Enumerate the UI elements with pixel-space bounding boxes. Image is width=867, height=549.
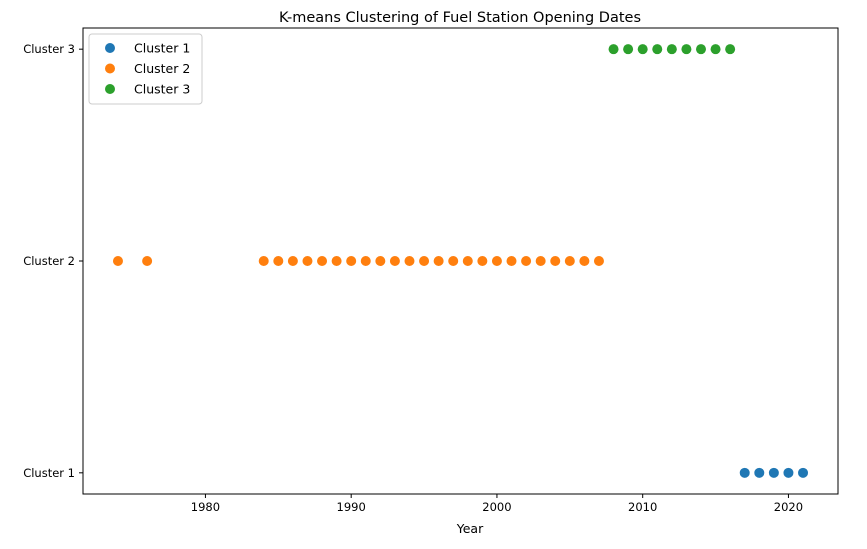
legend-marker — [105, 43, 115, 53]
x-axis-label: Year — [456, 521, 484, 536]
data-point — [564, 256, 575, 266]
data-point — [462, 256, 473, 266]
legend-marker — [105, 84, 115, 94]
data-point — [652, 44, 663, 55]
data-point — [608, 44, 619, 55]
data-point — [433, 256, 444, 266]
data-point — [375, 256, 386, 266]
data-point — [287, 256, 298, 266]
data-point — [506, 256, 517, 266]
x-tick-label: 2020 — [774, 500, 803, 514]
data-point — [142, 256, 153, 266]
x-tick-label: 1990 — [337, 500, 366, 514]
data-point — [112, 256, 123, 266]
y-tick-label: Cluster 3 — [23, 42, 75, 56]
data-point — [317, 256, 328, 266]
data-point — [593, 256, 604, 266]
data-point — [768, 467, 779, 478]
data-point — [783, 467, 794, 478]
data-point — [477, 256, 488, 266]
data-point — [710, 44, 721, 55]
y-tick-label: Cluster 1 — [23, 466, 75, 480]
data-point — [258, 256, 269, 266]
x-tick-label: 1980 — [191, 500, 220, 514]
data-point — [637, 44, 648, 55]
data-points — [112, 44, 809, 478]
data-point — [389, 256, 400, 266]
data-point — [579, 256, 590, 266]
data-point — [419, 256, 430, 266]
data-point — [302, 256, 313, 266]
data-point — [360, 256, 371, 266]
legend-label: Cluster 2 — [134, 61, 190, 76]
y-tick-label: Cluster 2 — [23, 254, 75, 268]
data-point — [273, 256, 284, 266]
legend-marker — [105, 63, 115, 74]
x-tick-label: 2010 — [628, 500, 657, 514]
data-point — [725, 44, 736, 55]
data-point — [521, 256, 532, 266]
legend-label: Cluster 1 — [134, 41, 190, 56]
x-tick-label: 2000 — [482, 500, 511, 514]
data-point — [681, 44, 692, 55]
legend-label: Cluster 3 — [134, 82, 190, 97]
data-point — [535, 256, 546, 266]
legend: Cluster 1 Cluster 2 Cluster 3 — [88, 33, 203, 105]
legend-box — [88, 33, 203, 105]
chart-title: K-means Clustering of Fuel Station Openi… — [279, 10, 641, 26]
data-point — [491, 256, 502, 266]
data-point — [346, 256, 357, 266]
data-point — [739, 467, 750, 478]
data-point — [798, 467, 809, 478]
data-point — [623, 44, 634, 55]
data-point — [448, 256, 459, 266]
y-axis: Cluster 1 Cluster 2 Cluster 3 — [23, 42, 83, 480]
data-point — [666, 44, 677, 55]
x-axis: 1980 1990 2000 2010 2020 — [191, 494, 803, 514]
data-point — [695, 44, 706, 55]
data-point — [550, 256, 561, 266]
data-point — [404, 256, 415, 266]
data-point — [754, 467, 765, 478]
data-point — [331, 256, 342, 266]
